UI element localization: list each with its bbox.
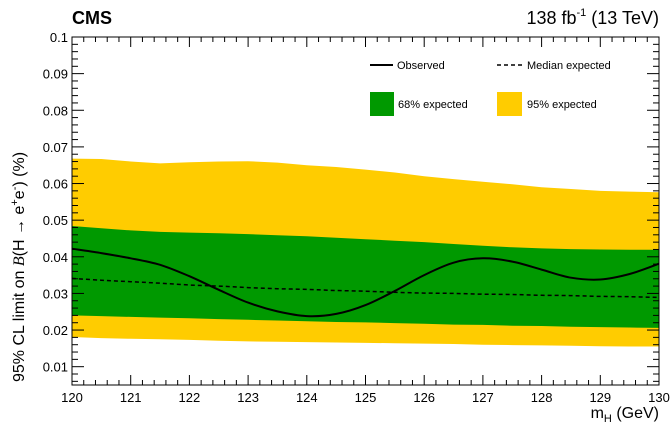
y-axis-title-part2: (H → e	[11, 206, 28, 257]
y-tick-label: 0.1	[50, 30, 68, 45]
y-tick-label: 0.03	[43, 286, 68, 301]
legend-95-label: 95% expected	[527, 99, 597, 111]
x-tick-label: 123	[237, 390, 259, 405]
expected-bands	[72, 158, 659, 347]
y-tick-label: 0.05	[43, 213, 68, 228]
y-tick-label: 0.02	[43, 323, 68, 338]
x-tick-label: 128	[531, 390, 553, 405]
legend-68-label: 68% expected	[398, 99, 468, 111]
x-axis-title-unit: (GeV)	[612, 405, 659, 422]
x-tick-label: 121	[120, 390, 142, 405]
lumi-energy: (13 TeV)	[586, 8, 659, 28]
x-tick-label: 129	[589, 390, 611, 405]
y-tick-label: 0.08	[43, 103, 68, 118]
y-axis-title-part4: ) (%)	[11, 152, 28, 187]
x-axis-title: mH (GeV)	[591, 405, 659, 425]
y-tick-label: 0.06	[43, 177, 68, 192]
x-axis-title-main: m	[591, 405, 604, 422]
y-axis-title-part3: e	[11, 190, 28, 199]
x-tick-label: 130	[648, 390, 670, 405]
x-tick-label: 124	[296, 390, 318, 405]
y-tick-label: 0.01	[43, 360, 68, 375]
x-tick-label: 125	[355, 390, 377, 405]
legend-observed-label: Observed	[397, 60, 445, 72]
luminosity-label: 138 fb-1 (13 TeV)	[526, 7, 659, 28]
observed-line	[71, 247, 660, 318]
band-68-expected	[72, 226, 659, 328]
legend-median-label: Median expected	[527, 60, 611, 72]
x-axis-ticks: 120 121 122 123 124 125 126 127 128 129 130	[61, 37, 670, 405]
limit-lines	[71, 247, 660, 318]
y-tick-label: 0.04	[43, 250, 68, 265]
lumi-exponent: -1	[577, 7, 587, 19]
median-expected-line	[71, 277, 660, 299]
y-axis-title-sup1: +	[9, 199, 21, 205]
y-axis-title-b: B	[11, 256, 28, 266]
x-tick-label: 127	[472, 390, 494, 405]
y-axis-title-part1: 95% CL limit on	[11, 266, 28, 382]
y-axis-title-sup2: -	[9, 186, 21, 190]
y-tick-label: 0.09	[43, 67, 68, 82]
x-axis-title-sub: H	[604, 413, 612, 425]
legend-68-swatch	[370, 92, 394, 116]
cms-label: CMS	[72, 8, 112, 28]
y-axis-ticks: 0.01 0.02 0.03 0.04 0.05 0.06 0.07 0.08 0.09 0.1	[43, 30, 659, 382]
x-tick-label: 122	[179, 390, 201, 405]
legend-95-swatch	[497, 92, 522, 116]
y-tick-label: 0.07	[43, 140, 68, 155]
lumi-value: 138 fb	[526, 8, 576, 28]
x-tick-label: 126	[413, 390, 435, 405]
x-tick-label: 120	[61, 390, 83, 405]
y-axis-title: 95% CL limit on B(H → e+e-) (%)	[9, 152, 28, 382]
legend: Observed Median expected 68% expected 95…	[370, 60, 611, 116]
